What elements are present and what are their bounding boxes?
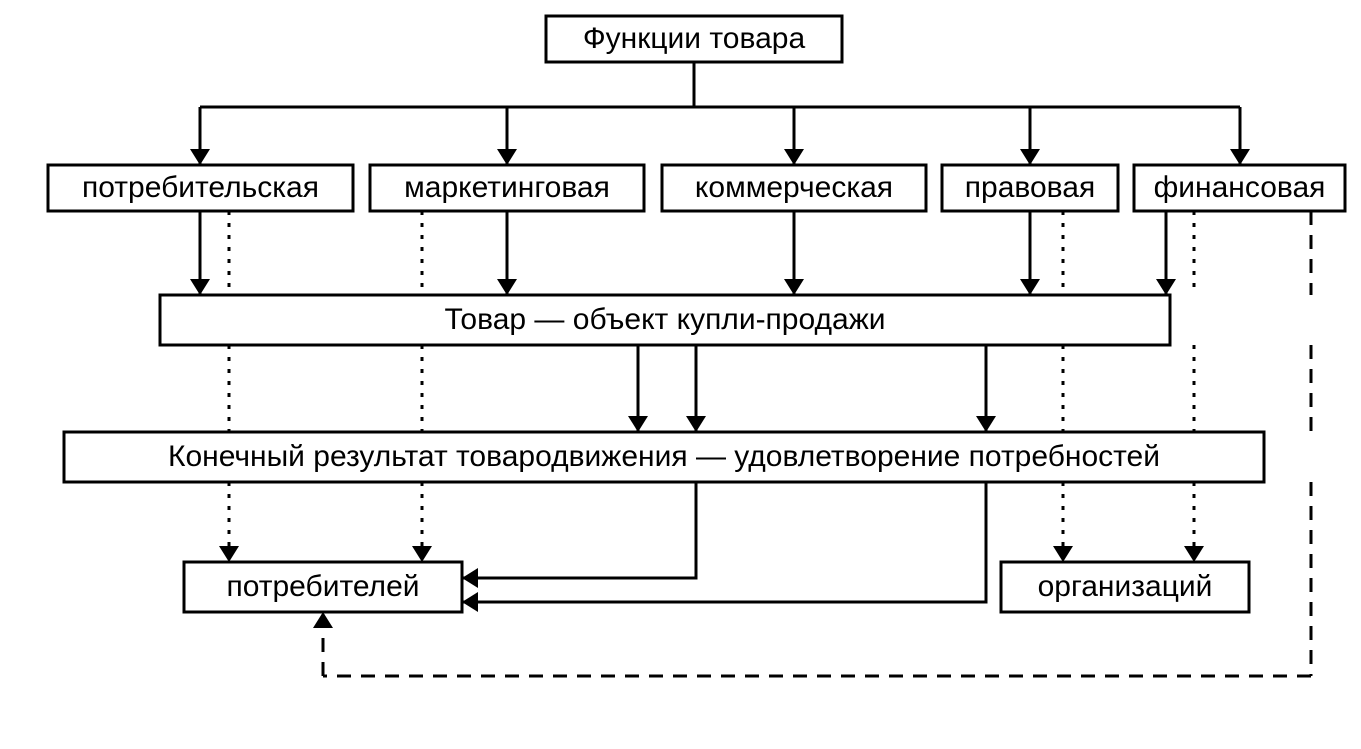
root-label: Функции товара (583, 22, 806, 55)
cons-label: потребителей (226, 570, 419, 603)
f5-label: финансовая (1154, 171, 1326, 204)
res-to-cons-2 (462, 482, 986, 602)
flowchart-canvas: Функции товара потребительская маркетингов… (0, 0, 1361, 749)
f1-label: потребительская (82, 171, 319, 204)
obj-label: Товар — объект купли-продажи (444, 303, 885, 336)
res-label: Конечный результат товародвижения — удов… (168, 440, 1160, 473)
f4-label: правовая (965, 171, 1095, 204)
f3-label: коммерческая (695, 171, 893, 204)
org-label: организаций (1038, 570, 1213, 603)
f2-label: маркетинговая (404, 171, 610, 204)
res-to-cons-1 (462, 482, 696, 578)
